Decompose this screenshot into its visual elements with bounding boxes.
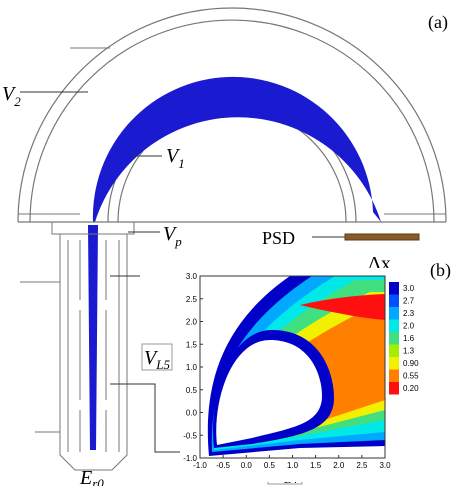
colorbar-swatch [389, 319, 399, 332]
psd-label: PSD [262, 228, 295, 248]
colorbar-swatch [389, 369, 399, 382]
inset: -1.0 -0.5 0.0 0.5 1.0 1.5 2.0 2.5 3.0 -1.0 -0.5 0.0… [180, 268, 430, 482]
x-tick-label: 2.5 [356, 461, 368, 470]
er0-label: Er0 [79, 467, 104, 486]
y-tick-label: 0.0 [186, 409, 198, 418]
colorbar-swatch [389, 294, 399, 307]
colorbar-swatch [389, 344, 399, 357]
y-tick-label: 1.5 [186, 340, 198, 349]
y-tick-label: -1.0 [183, 454, 197, 463]
y-tick-label: 3.0 [186, 272, 198, 281]
vl5-label: VL5 [144, 347, 170, 372]
x-tick-label: 0.5 [264, 461, 276, 470]
colorbar-swatch [389, 332, 399, 345]
contour [207, 276, 385, 456]
y-tick-label: 2.0 [186, 318, 198, 327]
colorbar-label: 0.55 [403, 372, 419, 381]
colorbar-swatch [389, 357, 399, 370]
electron-beam [88, 76, 381, 450]
x-tick-label: 0.0 [241, 461, 253, 470]
colorbar-label: 1.6 [403, 334, 415, 343]
colorbar-label: 0.20 [403, 384, 419, 393]
colorbar-label: 0.90 [403, 359, 419, 368]
panel-label: (a) [428, 12, 448, 33]
y-tick-label: 2.5 [186, 295, 198, 304]
leader-lines [20, 91, 420, 453]
panel-label: (b) [430, 260, 451, 281]
colorbar-swatch [389, 382, 399, 395]
colorbar-label: 3.0 [403, 284, 415, 293]
colorbar-label: 1.3 [403, 347, 415, 356]
vp-label: Vp [163, 223, 182, 249]
colorbar-label: 2.0 [403, 322, 415, 331]
x-tick-label: 1.0 [287, 461, 299, 470]
x-tick-label: -1.0 [193, 461, 207, 470]
y-tick-label: 0.5 [186, 386, 198, 395]
x-tick-label: 1.5 [310, 461, 322, 470]
colorbar-label: 2.3 [403, 309, 415, 318]
colorbar-label: 2.7 [403, 297, 415, 306]
colorbar-swatch [389, 282, 399, 295]
y-tick-label: 1.0 [186, 363, 198, 372]
v2-label: V2 [2, 83, 21, 109]
x-tick-label: 2.0 [333, 461, 345, 470]
x-tick-label: -0.5 [216, 461, 230, 470]
v1-label: V1 [166, 145, 185, 171]
y-tick-label: -0.5 [183, 431, 197, 440]
lens-column [20, 47, 135, 471]
x-tick-label: 3.0 [379, 461, 391, 470]
colorbar-swatch [389, 307, 399, 320]
